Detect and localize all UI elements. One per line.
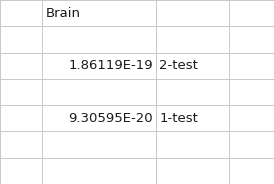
- Text: 1-test: 1-test: [159, 112, 198, 125]
- Text: 1.86119E-19: 1.86119E-19: [68, 59, 153, 72]
- Text: 2-test: 2-test: [159, 59, 198, 72]
- Text: 9.30595E-20: 9.30595E-20: [68, 112, 153, 125]
- Text: Brain: Brain: [46, 7, 81, 20]
